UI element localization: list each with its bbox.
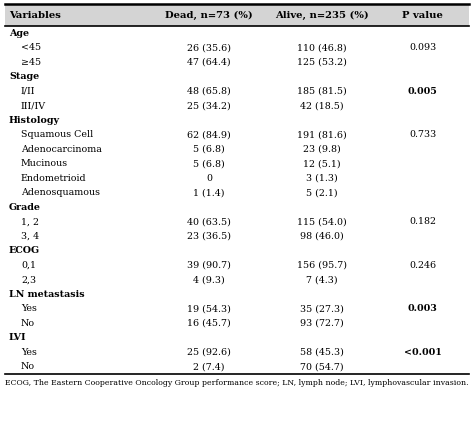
Text: <0.001: <0.001 xyxy=(404,348,442,357)
Text: 40 (63.5): 40 (63.5) xyxy=(187,217,231,226)
Text: <45: <45 xyxy=(21,43,41,52)
Text: Yes: Yes xyxy=(21,348,37,357)
Text: P value: P value xyxy=(402,10,443,20)
Text: 3, 4: 3, 4 xyxy=(21,232,39,241)
Text: 185 (81.5): 185 (81.5) xyxy=(297,87,346,96)
Text: 58 (45.3): 58 (45.3) xyxy=(300,348,344,357)
Text: Mucinous: Mucinous xyxy=(21,159,68,168)
Text: 0: 0 xyxy=(206,174,212,183)
Text: 2 (7.4): 2 (7.4) xyxy=(193,362,225,371)
Text: Alive, n=235 (%): Alive, n=235 (%) xyxy=(275,10,369,20)
Text: 39 (90.7): 39 (90.7) xyxy=(187,261,231,270)
Text: 4 (9.3): 4 (9.3) xyxy=(193,275,225,284)
Text: 42 (18.5): 42 (18.5) xyxy=(300,101,344,110)
Text: 23 (36.5): 23 (36.5) xyxy=(187,232,231,241)
Text: 26 (35.6): 26 (35.6) xyxy=(187,43,231,52)
Text: 2,3: 2,3 xyxy=(21,275,36,284)
Text: Yes: Yes xyxy=(21,304,37,313)
Text: 0.003: 0.003 xyxy=(408,304,438,313)
Text: LVI: LVI xyxy=(9,333,27,342)
Text: 5 (2.1): 5 (2.1) xyxy=(306,188,337,197)
Text: No: No xyxy=(21,319,35,328)
Text: 16 (45.7): 16 (45.7) xyxy=(187,319,231,328)
Text: 156 (95.7): 156 (95.7) xyxy=(297,261,346,270)
Text: 125 (53.2): 125 (53.2) xyxy=(297,58,346,67)
Text: 47 (64.4): 47 (64.4) xyxy=(187,58,231,67)
Text: 191 (81.6): 191 (81.6) xyxy=(297,130,346,139)
Text: 23 (9.8): 23 (9.8) xyxy=(303,145,340,154)
Text: 0.733: 0.733 xyxy=(409,130,436,139)
Text: ECOG: ECOG xyxy=(9,246,40,255)
Text: 5 (6.8): 5 (6.8) xyxy=(193,159,225,168)
Text: No: No xyxy=(21,362,35,371)
Text: ≥45: ≥45 xyxy=(21,58,41,67)
Text: Histology: Histology xyxy=(9,116,60,125)
Text: 25 (34.2): 25 (34.2) xyxy=(187,101,231,110)
Text: 0.005: 0.005 xyxy=(408,87,438,96)
Text: Adenosquamous: Adenosquamous xyxy=(21,188,100,197)
Text: I/II: I/II xyxy=(21,87,36,96)
Text: 1, 2: 1, 2 xyxy=(21,217,39,226)
Text: Stage: Stage xyxy=(9,72,39,81)
Text: 25 (92.6): 25 (92.6) xyxy=(187,348,231,357)
Text: 1 (1.4): 1 (1.4) xyxy=(193,188,225,197)
Text: Adenocarcinoma: Adenocarcinoma xyxy=(21,145,102,154)
Text: Variables: Variables xyxy=(9,10,61,20)
Text: 93 (72.7): 93 (72.7) xyxy=(300,319,344,328)
Text: 19 (54.3): 19 (54.3) xyxy=(187,304,231,313)
Text: 110 (46.8): 110 (46.8) xyxy=(297,43,346,52)
Text: 70 (54.7): 70 (54.7) xyxy=(300,362,344,371)
Text: 48 (65.8): 48 (65.8) xyxy=(187,87,231,96)
Text: ECOG, The Eastern Cooperative Oncology Group performance score; LN, lymph node; : ECOG, The Eastern Cooperative Oncology G… xyxy=(5,379,469,387)
Text: Age: Age xyxy=(9,29,29,38)
Text: 115 (54.0): 115 (54.0) xyxy=(297,217,346,226)
Text: 0.093: 0.093 xyxy=(409,43,436,52)
Bar xyxy=(5,4,469,26)
Text: Dead, n=73 (%): Dead, n=73 (%) xyxy=(165,10,253,20)
Text: III/IV: III/IV xyxy=(21,101,46,110)
Text: 7 (4.3): 7 (4.3) xyxy=(306,275,337,284)
Text: Endometrioid: Endometrioid xyxy=(21,174,87,183)
Text: Squamous Cell: Squamous Cell xyxy=(21,130,93,139)
Text: 0.246: 0.246 xyxy=(409,261,436,270)
Text: 62 (84.9): 62 (84.9) xyxy=(187,130,231,139)
Text: 35 (27.3): 35 (27.3) xyxy=(300,304,344,313)
Text: 0.182: 0.182 xyxy=(409,217,436,226)
Text: Grade: Grade xyxy=(9,203,41,212)
Text: 0,1: 0,1 xyxy=(21,261,36,270)
Text: 3 (1.3): 3 (1.3) xyxy=(306,174,337,183)
Text: 98 (46.0): 98 (46.0) xyxy=(300,232,344,241)
Text: LN metastasis: LN metastasis xyxy=(9,290,85,299)
Text: 12 (5.1): 12 (5.1) xyxy=(303,159,340,168)
Text: 5 (6.8): 5 (6.8) xyxy=(193,145,225,154)
